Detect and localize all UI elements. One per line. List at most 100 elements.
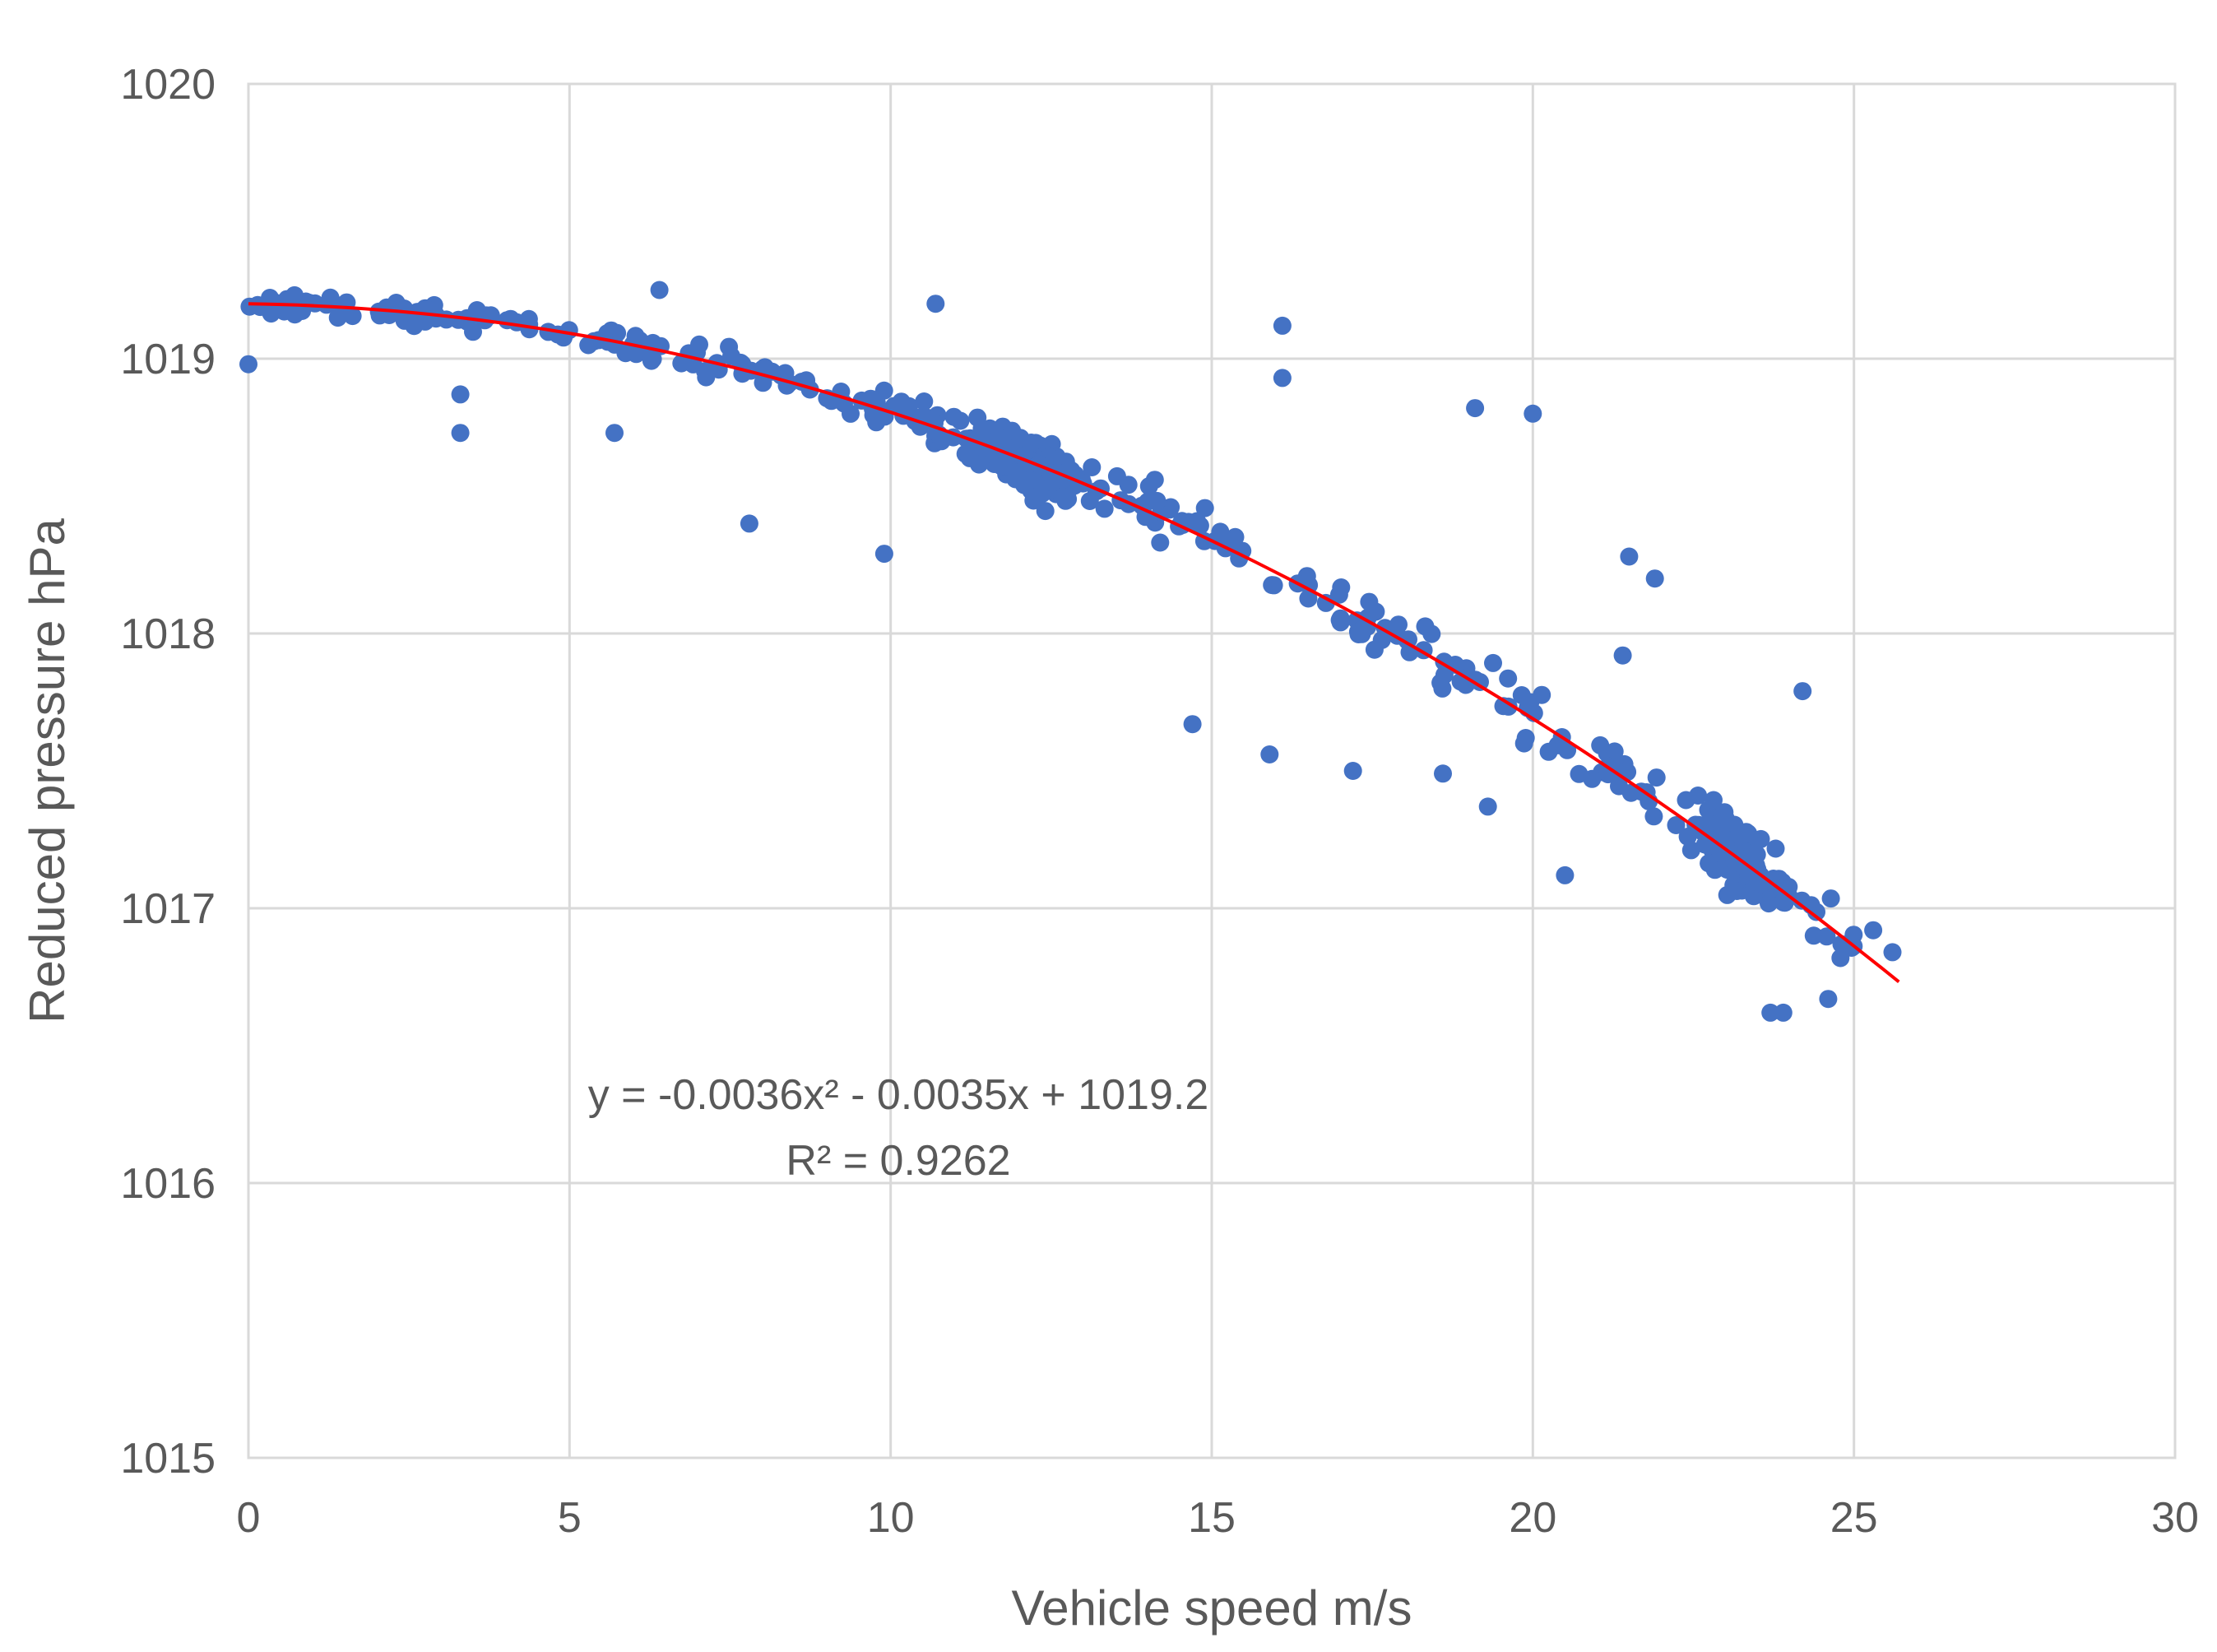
- data-point: [451, 424, 470, 443]
- y-tick-label: 1020: [120, 61, 216, 109]
- trendline: [248, 302, 1900, 983]
- data-point: [643, 350, 662, 369]
- data-point: [1059, 490, 1078, 508]
- data-point: [321, 288, 340, 307]
- data-point: [1620, 547, 1639, 566]
- data-point: [867, 413, 886, 432]
- data-point: [926, 295, 945, 313]
- data-point: [605, 424, 624, 443]
- data-point: [740, 514, 758, 533]
- data-point: [1807, 903, 1825, 921]
- data-point: [1389, 615, 1408, 634]
- data-point: [1332, 578, 1351, 596]
- data-point: [1804, 926, 1823, 945]
- data-point: [1864, 921, 1883, 940]
- data-point: [305, 294, 324, 313]
- data-point: [616, 344, 635, 363]
- data-point: [1273, 369, 1292, 387]
- x-tick-label: 20: [1509, 1494, 1556, 1542]
- x-tick-label: 30: [2151, 1494, 2199, 1542]
- data-point: [1183, 715, 1202, 734]
- x-tick-label: 0: [237, 1494, 261, 1542]
- data-point: [1514, 734, 1533, 753]
- gridlines: [247, 82, 2177, 1459]
- data-point: [1434, 764, 1452, 783]
- data-point: [1774, 1003, 1793, 1022]
- data-points: [239, 281, 1902, 1022]
- plot-area-frame: [247, 82, 2177, 1459]
- y-axis-title: Reduced pressure hPa: [20, 518, 75, 1023]
- data-point: [1264, 576, 1283, 595]
- data-point: [1591, 736, 1610, 754]
- data-point: [1484, 653, 1502, 672]
- data-point: [467, 301, 486, 319]
- y-tick-label: 1019: [120, 336, 216, 383]
- data-point: [1299, 589, 1318, 608]
- data-point: [1226, 527, 1245, 546]
- data-point: [1330, 610, 1349, 629]
- r-squared-label: R² = 0.9262: [786, 1137, 1010, 1185]
- data-point: [1365, 640, 1384, 659]
- data-point: [697, 368, 716, 387]
- x-tick-label: 15: [1188, 1494, 1236, 1542]
- data-point: [1020, 471, 1039, 490]
- y-tick-label: 1018: [120, 610, 216, 658]
- trendline-equation: y = -0.0036x² - 0.0035x + 1019.2: [588, 1071, 1209, 1119]
- data-point: [285, 305, 304, 324]
- data-point: [1761, 1003, 1780, 1022]
- data-point: [1139, 477, 1158, 495]
- data-point: [1187, 513, 1206, 531]
- data-point: [970, 455, 989, 474]
- data-point: [1556, 865, 1575, 884]
- data-point: [1083, 458, 1102, 476]
- data-point: [1621, 783, 1640, 802]
- data-point: [1647, 768, 1666, 787]
- x-axis-title: Vehicle speed m/s: [1012, 1580, 1412, 1636]
- data-point: [1195, 499, 1214, 517]
- y-tick-label: 1015: [120, 1435, 216, 1483]
- x-tick-label: 5: [558, 1494, 582, 1542]
- data-point: [1819, 990, 1838, 1009]
- data-point: [1667, 816, 1686, 834]
- data-point: [1605, 742, 1624, 761]
- x-tick-label: 25: [1830, 1494, 1878, 1542]
- data-point: [1583, 769, 1602, 788]
- data-point: [1471, 673, 1489, 691]
- data-point: [989, 455, 1008, 474]
- data-point: [1260, 745, 1279, 763]
- data-point: [1499, 669, 1518, 688]
- data-point: [1739, 824, 1758, 843]
- data-point: [1211, 522, 1230, 541]
- data-point: [1821, 889, 1840, 908]
- data-point: [1677, 791, 1695, 810]
- data-point: [892, 392, 911, 411]
- data-point: [1766, 839, 1785, 858]
- y-tick-label: 1016: [120, 1160, 216, 1208]
- data-point: [1613, 646, 1632, 665]
- data-point: [1036, 502, 1055, 521]
- data-point: [1704, 791, 1723, 810]
- data-point: [1022, 434, 1041, 452]
- data-point: [874, 545, 893, 564]
- y-tick-label: 1017: [120, 885, 216, 933]
- data-point: [427, 309, 445, 328]
- data-point: [261, 289, 280, 307]
- data-point: [451, 385, 470, 404]
- data-point: [1715, 803, 1734, 822]
- data-point: [1700, 854, 1718, 873]
- data-point: [1678, 828, 1697, 846]
- data-point: [1095, 499, 1114, 518]
- data-point: [1817, 927, 1836, 946]
- data-point: [1645, 569, 1664, 588]
- data-point: [1044, 473, 1063, 492]
- data-point: [1793, 682, 1812, 701]
- data-point: [1433, 679, 1452, 698]
- data-point: [559, 321, 578, 340]
- data-point: [1831, 949, 1850, 968]
- data-point: [1151, 533, 1170, 552]
- data-point: [1107, 466, 1126, 485]
- data-point: [1416, 617, 1435, 636]
- data-point: [1366, 602, 1385, 621]
- data-point: [579, 336, 598, 355]
